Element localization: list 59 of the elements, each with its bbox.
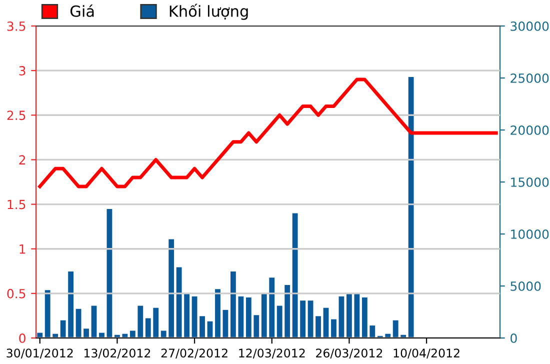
- bar: [192, 296, 198, 338]
- bar: [153, 308, 159, 338]
- x-tick-label: 12/03/2012: [239, 348, 305, 358]
- bar: [145, 318, 151, 338]
- bar: [254, 315, 260, 338]
- y-tick-label: 1.5: [8, 200, 26, 210]
- y-tick-label: 3.5: [7, 21, 26, 31]
- bar: [300, 300, 306, 338]
- bar: [246, 297, 252, 338]
- y2-tick-label: 25000: [510, 73, 549, 83]
- y2-tick-label: 30000: [510, 21, 549, 31]
- bar: [215, 289, 220, 338]
- line-series: [38, 78, 498, 188]
- bar: [138, 306, 144, 338]
- y-tick-label: 2: [19, 155, 26, 164]
- bar: [184, 293, 190, 338]
- bar: [316, 316, 321, 338]
- y-tick-label: 2.5: [7, 110, 26, 120]
- bar: [392, 320, 398, 338]
- y-tick-label: 1: [20, 244, 26, 254]
- bar: [292, 213, 298, 338]
- bar: [308, 300, 314, 338]
- bar: [230, 271, 236, 338]
- x-tick-label: 26/03/2012: [316, 348, 382, 358]
- y-tick-label: 3: [19, 66, 26, 76]
- y2-tick-label: 15000: [511, 177, 549, 187]
- bar: [84, 328, 89, 338]
- legend-label: Khối lượng: [170, 4, 248, 20]
- bar: [176, 267, 182, 338]
- x-tick-label: 27/02/2012: [161, 348, 228, 358]
- x-tick-label: 13/02/2012: [84, 348, 150, 358]
- bar: [261, 293, 267, 338]
- bar: [44, 290, 50, 338]
- bar: [354, 293, 360, 338]
- bar: [331, 319, 336, 338]
- bar: [60, 320, 66, 338]
- bar: [130, 330, 136, 338]
- y2-tick-label: 20000: [510, 125, 549, 135]
- y-tick-label: 0.5: [7, 288, 26, 298]
- bar: [200, 316, 205, 338]
- bar: [160, 330, 166, 338]
- bar: [370, 326, 376, 338]
- y2-tick-label: 5000: [510, 281, 541, 291]
- bar: [276, 306, 282, 338]
- bar: [346, 293, 352, 338]
- bar: [284, 284, 290, 338]
- y-tick-label: 0: [19, 333, 26, 343]
- bar: [408, 76, 414, 338]
- legend-label: Giá: [70, 4, 94, 17]
- bar: [362, 297, 368, 338]
- bar: [68, 271, 74, 338]
- y2-tick-label: 10000: [511, 229, 549, 239]
- bar: [168, 239, 174, 338]
- y2-tick-label: 0: [510, 333, 517, 343]
- bar: [238, 296, 244, 338]
- bar: [338, 296, 344, 338]
- x-tick-label: 10/04/2012: [394, 348, 460, 358]
- bar: [269, 278, 275, 338]
- x-tick-label: 30/01/2012: [6, 348, 73, 358]
